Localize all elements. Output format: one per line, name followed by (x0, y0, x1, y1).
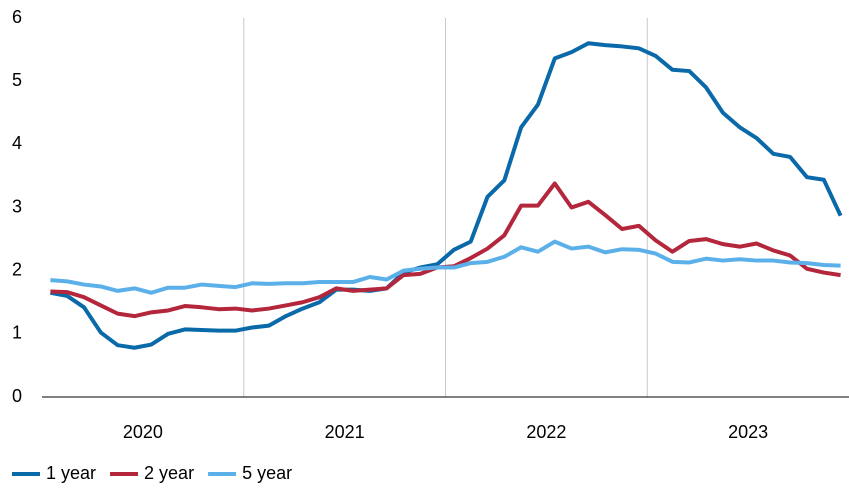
legend-label: 1 year (46, 463, 96, 483)
y-tick-label: 6 (12, 7, 22, 27)
line-series (50, 41, 843, 350)
x-tick-label: 2020 (123, 422, 163, 442)
y-tick-label: 0 (12, 386, 22, 406)
x-tick-label: 2021 (325, 422, 365, 442)
y-tick-label: 2 (12, 259, 22, 279)
y-tick-label: 5 (12, 70, 22, 90)
y-tick-label: 4 (12, 133, 22, 153)
x-tick-label: 2023 (728, 422, 768, 442)
y-tick-label: 1 (12, 323, 22, 343)
y-tick-label: 3 (12, 196, 22, 216)
line-series (50, 239, 841, 295)
x-tick-label: 2022 (526, 422, 566, 442)
legend-label: 5 year (242, 463, 292, 483)
legend-label: 2 year (144, 463, 194, 483)
